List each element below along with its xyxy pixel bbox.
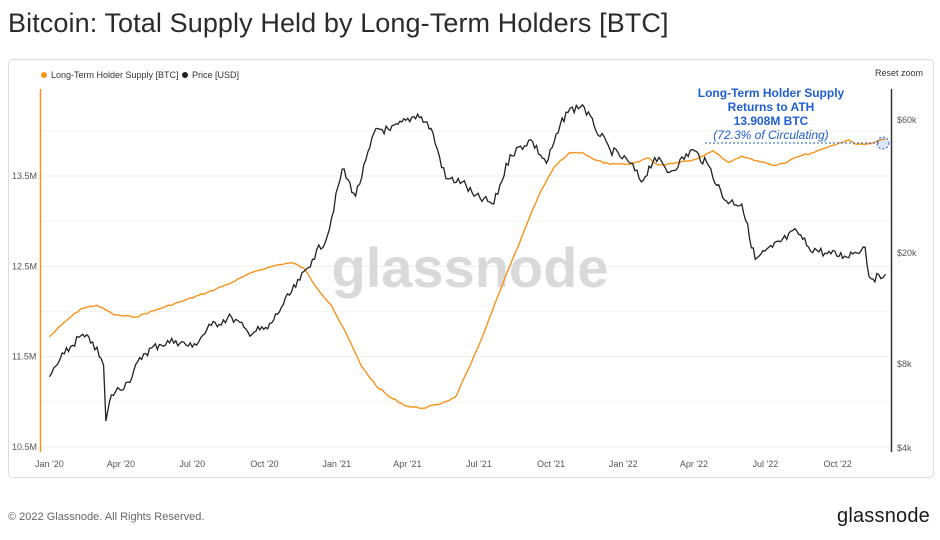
x-tick-label: Jan '20 — [35, 459, 64, 469]
grid-lines — [40, 130, 891, 448]
x-tick-label: Apr '21 — [393, 459, 421, 469]
series-price-line — [48, 103, 887, 422]
legend-supply-label[interactable]: Long-Term Holder Supply [BTC] — [51, 70, 179, 80]
x-tick-label: Jul '22 — [753, 459, 779, 469]
annotation-line3: 13.908M BTC — [734, 114, 809, 128]
page-title: Bitcoin: Total Supply Held by Long-Term … — [8, 8, 669, 38]
glassnode-watermark: glassnode — [332, 236, 609, 299]
y-right-tick-label: $4k — [897, 443, 912, 453]
y-right-tick-label: $8k — [897, 359, 912, 369]
annotation-line2: Returns to ATH — [728, 100, 815, 114]
reset-zoom-label[interactable]: Reset zoom — [875, 68, 923, 78]
reset-zoom-button[interactable]: Reset zoom — [868, 64, 926, 82]
x-tick-label: Apr '20 — [107, 459, 135, 469]
x-tick-label: Apr '22 — [680, 459, 708, 469]
annotation-line4: (72.3% of Circulating) — [713, 128, 828, 142]
y-axis-right-ticks: $4k $8k $20k $60k — [897, 115, 917, 453]
y-left-tick-label: 12.5M — [12, 261, 37, 271]
ath-marker — [876, 136, 890, 150]
x-tick-label: Jul '20 — [179, 459, 205, 469]
annotation-line1: Long-Term Holder Supply — [698, 86, 845, 100]
y-left-tick-label: 10.5M — [12, 442, 37, 452]
ath-annotation: Long-Term Holder Supply Returns to ATH 1… — [698, 86, 890, 150]
chart-panel — [8, 59, 934, 478]
x-tick-label: Oct '20 — [250, 459, 278, 469]
x-tick-label: Oct '21 — [537, 459, 565, 469]
y-axis-left-ticks: 10.5M 11.5M 12.5M 13.5M — [12, 171, 37, 452]
legend-price-label[interactable]: Price [USD] — [192, 70, 239, 80]
y-right-tick-label: $60k — [897, 115, 917, 125]
y-right-tick-label: $20k — [897, 248, 917, 258]
x-tick-label: Oct '22 — [823, 459, 851, 469]
x-axis-ticks: Jan '20 Apr '20 Jul '20 Oct '20 Jan '21 Apr '… — [35, 459, 852, 469]
x-tick-label: Jan '22 — [609, 459, 638, 469]
y-left-tick-label: 11.5M — [12, 352, 36, 362]
y-left-tick-label: 13.5M — [12, 171, 37, 181]
x-tick-label: Jan '21 — [322, 459, 351, 469]
footer-brand-logo: glassnode — [837, 505, 930, 527]
legend-supply-swatch — [41, 72, 47, 78]
series-group — [48, 103, 887, 422]
x-tick-label: Jul '21 — [466, 459, 492, 469]
legend-price-swatch — [182, 72, 188, 78]
copyright-text: © 2022 Glassnode. All Rights Reserved. — [8, 511, 205, 523]
series-supply-line — [48, 138, 886, 410]
